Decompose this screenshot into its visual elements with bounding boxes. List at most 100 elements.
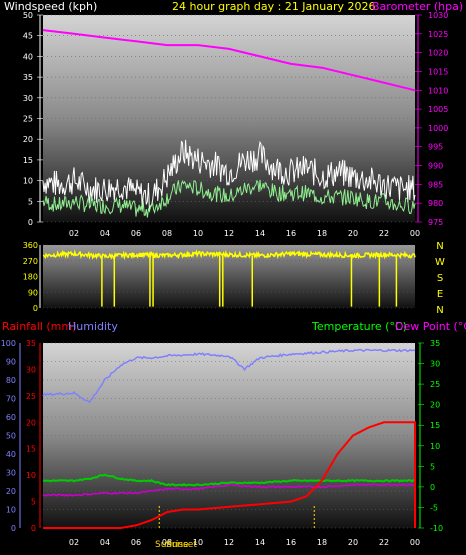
temperature-tick-label: 30 [430, 360, 440, 369]
humidity-tick-label: 90 [6, 358, 16, 367]
compass-label: W [435, 257, 445, 268]
barometer-tick-label: 1005 [428, 105, 448, 114]
rainfall-tick-label: 20 [26, 418, 36, 427]
humidity-tick-label: 40 [6, 450, 16, 459]
panel1-series [42, 29, 416, 218]
temperature-tick-label: 5 [430, 462, 435, 471]
x-tick-label: 16 [286, 229, 296, 238]
barometer-tick-label: 1025 [428, 30, 448, 39]
humidity-tick-label: 80 [6, 376, 16, 385]
compass-label: N [436, 241, 443, 252]
barometer-tick-label: 1015 [428, 67, 448, 76]
humidity-tick-label: 10 [6, 506, 16, 515]
humidity-tick-label: 30 [6, 469, 16, 478]
x-tick-label: 02 [69, 538, 79, 547]
direction-tick-label: 90 [28, 288, 38, 297]
barometer-tick-label: 990 [428, 162, 443, 171]
x-tick-label: 14 [255, 538, 265, 547]
rainfall-axis-label: Rainfall (mm) [2, 320, 76, 333]
windspeed-tick-label: 20 [23, 135, 33, 144]
temperature-line [42, 473, 416, 487]
wind-gust-line [42, 139, 416, 211]
x-tick-label: 20 [348, 229, 358, 238]
x-tick-label: 06 [131, 229, 141, 238]
rainfall-line [43, 421, 416, 529]
x-tick-label: 00 [410, 229, 420, 238]
barometer-tick-label: 980 [428, 199, 443, 208]
temperature-tick-label: 10 [430, 442, 440, 451]
x-tick-label: 04 [100, 538, 110, 547]
barometer-tick-label: 975 [428, 218, 443, 227]
rainfall-tick-label: 15 [26, 445, 36, 454]
compass-label: E [437, 289, 443, 300]
humidity-tick-label: 60 [6, 413, 16, 422]
direction-tick-label: 270 [23, 257, 38, 266]
dew-point-line [42, 483, 416, 497]
rainfall-tick-label: 10 [26, 471, 36, 480]
humidity-axis-label: Humidity [68, 320, 118, 333]
temperature-tick-label: 35 [430, 339, 440, 348]
humidity-line [42, 348, 416, 404]
x-tick-label: 08 [162, 229, 172, 238]
humidity-tick-label: 50 [6, 432, 16, 441]
rainfall-tick-label: 5 [31, 498, 36, 507]
x-tick-label: 22 [379, 538, 389, 547]
temperature-tick-label: -5 [430, 503, 438, 512]
barometer-tick-label: 1030 [428, 11, 448, 20]
panel1-tick-labels: 0510152025303540455097598098599099510001… [23, 11, 449, 238]
windspeed-axis-label: Windspeed (kph) [4, 0, 97, 13]
barometer-tick-label: 1010 [428, 86, 448, 95]
sunset-label: Sunset [166, 540, 197, 550]
x-tick-label: 02 [69, 229, 79, 238]
x-tick-label: 16 [286, 538, 296, 547]
barometer-tick-label: 1020 [428, 49, 448, 58]
x-tick-label: 10 [193, 229, 203, 238]
x-tick-label: 18 [317, 538, 327, 547]
temperature-tick-label: 20 [430, 401, 440, 410]
compass-label: S [437, 273, 443, 284]
x-tick-label: 06 [131, 538, 141, 547]
rain-humidity-temp-panel: 0 10 20 30 40 50 60 70 80 90 10 00 5 10 15 20 25 30 35 -10 -… [1, 320, 466, 550]
panel3-series [42, 348, 416, 529]
windspeed-tick-label: 0 [28, 218, 33, 227]
panel3-tick-labels: 0 10 20 30 40 50 60 70 80 90 10 00 5 10 15 20 25 30 35 -10 -… [1, 339, 443, 547]
x-tick-label: 20 [348, 538, 358, 547]
temperature-tick-label: -10 [430, 524, 443, 533]
windspeed-tick-label: 25 [23, 115, 33, 124]
windspeed-tick-label: 15 [23, 156, 33, 165]
x-tick-label: 00 [410, 538, 420, 547]
humidity-tick-label: 20 [6, 487, 16, 496]
direction-tick-label: 0 [33, 304, 38, 313]
barometer-tick-label: 985 [428, 180, 443, 189]
barometer-line [42, 29, 416, 92]
temperature-tick-label: 0 [430, 483, 435, 492]
wind-direction-line [42, 249, 416, 261]
humidity-tick-label: 70 [6, 395, 16, 404]
temperature-tick-label: 15 [430, 421, 440, 430]
temperature-tick-label: 25 [430, 380, 440, 389]
x-tick-label: 22 [379, 229, 389, 238]
windspeed-tick-label: 5 [28, 197, 33, 206]
x-tick-label: 04 [100, 229, 110, 238]
rainfall-tick-label: 35 [26, 339, 36, 348]
humidity-tick-label: 100 [1, 339, 16, 348]
x-tick-label: 18 [317, 229, 327, 238]
x-tick-label: 08 [162, 538, 172, 547]
rainfall-tick-label: 30 [26, 365, 36, 374]
barometer-tick-label: 1000 [428, 124, 448, 133]
x-tick-label: 12 [224, 229, 234, 238]
x-tick-label: 10 [193, 538, 203, 547]
barometer-tick-label: 995 [428, 143, 443, 152]
x-tick-label: 12 [224, 538, 234, 547]
rainfall-tick-label: 25 [26, 392, 36, 401]
wind-barometer-panel: 0510152025303540455097598098599099510001… [4, 0, 463, 238]
temperature-axis-label: Temperature (°C) [311, 320, 407, 333]
graph-title: 24 hour graph day : 21 January 2026 [172, 0, 376, 13]
windspeed-tick-label: 40 [23, 52, 33, 61]
panel2-series [42, 249, 416, 307]
compass-label: N [436, 305, 443, 316]
windspeed-tick-label: 10 [23, 177, 33, 186]
x-tick-label: 14 [255, 229, 265, 238]
